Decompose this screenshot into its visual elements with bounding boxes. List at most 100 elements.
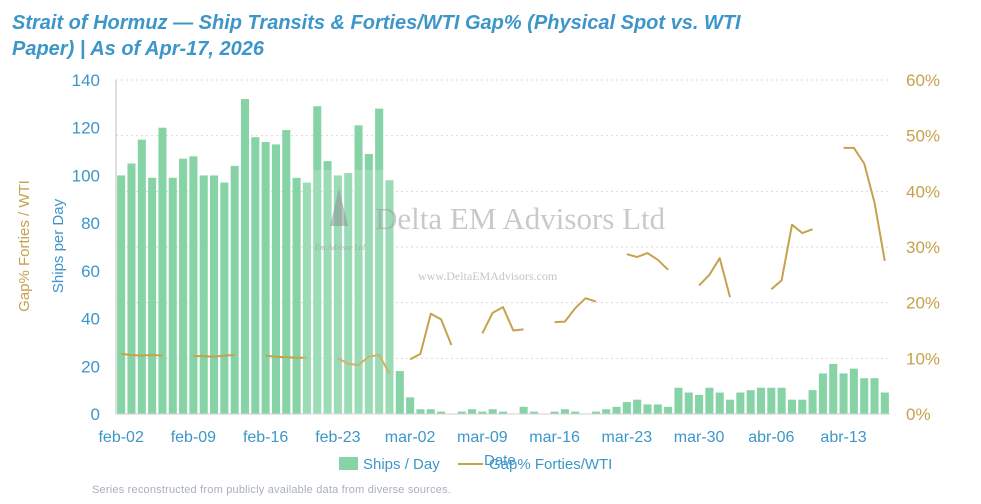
left-axis-ticks: 0 20 40 60 80 100 120 140 (72, 71, 100, 424)
bar (168, 177, 177, 414)
x-tick-label: feb-23 (315, 429, 360, 446)
line-series-gap (121, 146, 886, 375)
bar (560, 409, 569, 414)
x-tick-label: mar-23 (601, 429, 652, 446)
bar (302, 182, 311, 414)
bar (220, 182, 229, 414)
bar (271, 144, 280, 414)
bar (395, 371, 404, 414)
bar (251, 137, 260, 414)
line-segment (770, 223, 813, 291)
bar (230, 165, 239, 414)
bar (591, 411, 600, 414)
bar (282, 130, 291, 414)
bar (385, 180, 394, 414)
left-tick-label: 100 (72, 166, 100, 185)
x-axis-ticks: feb-02 feb-09 feb-16 feb-23 mar-02 mar-09 mar-… (98, 429, 866, 446)
x-tick-label: mar-30 (674, 429, 725, 446)
bar (323, 161, 332, 414)
x-tick-label: mar-02 (385, 429, 436, 446)
bar (664, 406, 673, 414)
x-tick-label: feb-09 (171, 429, 216, 446)
right-axis-ticks: 0% 10% 20% 30% 40% 50% 60% (906, 71, 940, 424)
line-segment (193, 354, 235, 358)
watermark-url: www.DeltaEMAdvisors.com (418, 269, 558, 283)
bar (148, 177, 157, 414)
bar (498, 411, 508, 414)
legend: Ships / Day Gap% Forties/WTI (339, 456, 612, 473)
right-tick-label: 10% (906, 349, 940, 368)
x-tick-label: feb-16 (243, 429, 288, 446)
x-tick-label: mar-09 (457, 429, 508, 446)
bar (767, 387, 776, 414)
bar (344, 173, 353, 414)
x-tick-label: abr-13 (820, 429, 866, 446)
bar (333, 175, 342, 414)
bar (437, 411, 446, 414)
line-segment (698, 257, 731, 298)
bar (199, 175, 208, 414)
right-tick-label: 60% (906, 71, 940, 90)
bar (313, 106, 322, 414)
legend-bar-swatch (339, 457, 358, 470)
bar (488, 409, 497, 414)
bar (787, 399, 796, 414)
line-segment (265, 354, 307, 359)
bar (127, 163, 136, 414)
line-segment (121, 352, 163, 357)
left-tick-label: 120 (72, 119, 100, 138)
bar (880, 392, 889, 414)
bar (602, 409, 611, 414)
bar (240, 99, 250, 414)
bar (818, 373, 827, 414)
watermark-logo-icon (330, 188, 348, 226)
bar (137, 139, 146, 414)
chart-title: Strait of Hormuz — Ship Transits & Forti… (12, 12, 741, 60)
line-segment (481, 306, 524, 334)
watermark-name: Delta EM Advisors Ltd (375, 201, 666, 236)
line-segment (843, 146, 886, 262)
line-segment (626, 252, 669, 271)
gridlines (116, 79, 890, 359)
bar (457, 411, 466, 414)
line-segment (337, 354, 391, 375)
bar (375, 108, 384, 414)
left-tick-label: 0 (91, 405, 100, 424)
bar (529, 411, 538, 414)
bar (808, 390, 817, 414)
right-tick-label: 0% (906, 405, 931, 424)
legend-label-gap: Gap% Forties/WTI (489, 456, 612, 473)
bar (189, 156, 198, 415)
bar (705, 387, 714, 414)
bar (478, 411, 487, 414)
bar (622, 402, 631, 414)
bar (571, 411, 580, 414)
bar (798, 399, 807, 414)
bar (261, 142, 270, 414)
right-tick-label: 30% (906, 238, 940, 257)
bar (406, 397, 415, 414)
x-tick-label: mar-16 (529, 429, 580, 446)
legend-label-ships: Ships / Day (363, 456, 440, 473)
bar (210, 175, 219, 414)
bar (364, 153, 373, 414)
right-axis-title: Gap% Forties / WTI (16, 180, 33, 312)
right-tick-label: 20% (906, 294, 940, 313)
bar (117, 175, 126, 414)
watermark-small-text: Em Advisor Ltd (314, 243, 366, 252)
bar-series-ships (117, 99, 889, 415)
bar (292, 177, 301, 414)
bar (777, 387, 786, 414)
x-tick-label: feb-02 (98, 429, 143, 446)
bar (158, 127, 167, 414)
bar (643, 404, 652, 414)
right-tick-label: 40% (906, 182, 940, 201)
bar (674, 387, 683, 414)
left-tick-label: 40 (81, 310, 100, 329)
bar (849, 368, 858, 414)
bar (756, 387, 766, 414)
left-tick-label: 20 (81, 357, 100, 376)
left-tick-label: 60 (81, 262, 100, 281)
bar (695, 394, 704, 414)
